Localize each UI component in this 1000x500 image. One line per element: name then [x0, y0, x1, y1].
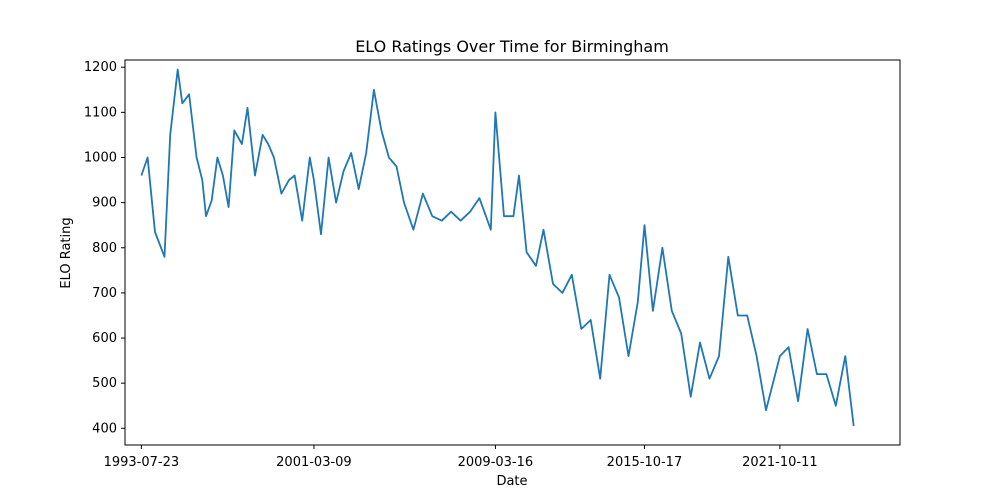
y-tick-label: 1000: [84, 150, 117, 165]
y-axis-label: ELO Rating: [59, 217, 74, 288]
plot-frame: [124, 59, 901, 446]
y-tick-label: 400: [92, 421, 117, 436]
y-tick-label: 800: [92, 241, 117, 256]
y-tick-label: 1200: [84, 60, 117, 75]
y-tick-label: 700: [92, 286, 117, 301]
x-tick-label: 2021-10-11: [742, 455, 818, 470]
series-line: [140, 68, 855, 427]
x-axis-label: Date: [496, 474, 527, 489]
y-tick-label: 1100: [84, 105, 117, 120]
chart-title: ELO Ratings Over Time for Birmingham: [355, 37, 669, 56]
x-tick-label: 2015-10-17: [607, 455, 683, 470]
x-tick-label: 2001-03-09: [276, 455, 352, 470]
y-tick-label: 900: [92, 196, 117, 211]
y-tick-label: 600: [92, 331, 117, 346]
x-tick-label: 1993-07-23: [104, 455, 180, 470]
y-tick-label: 500: [92, 376, 117, 391]
x-tick-label: 2009-03-16: [458, 455, 534, 470]
